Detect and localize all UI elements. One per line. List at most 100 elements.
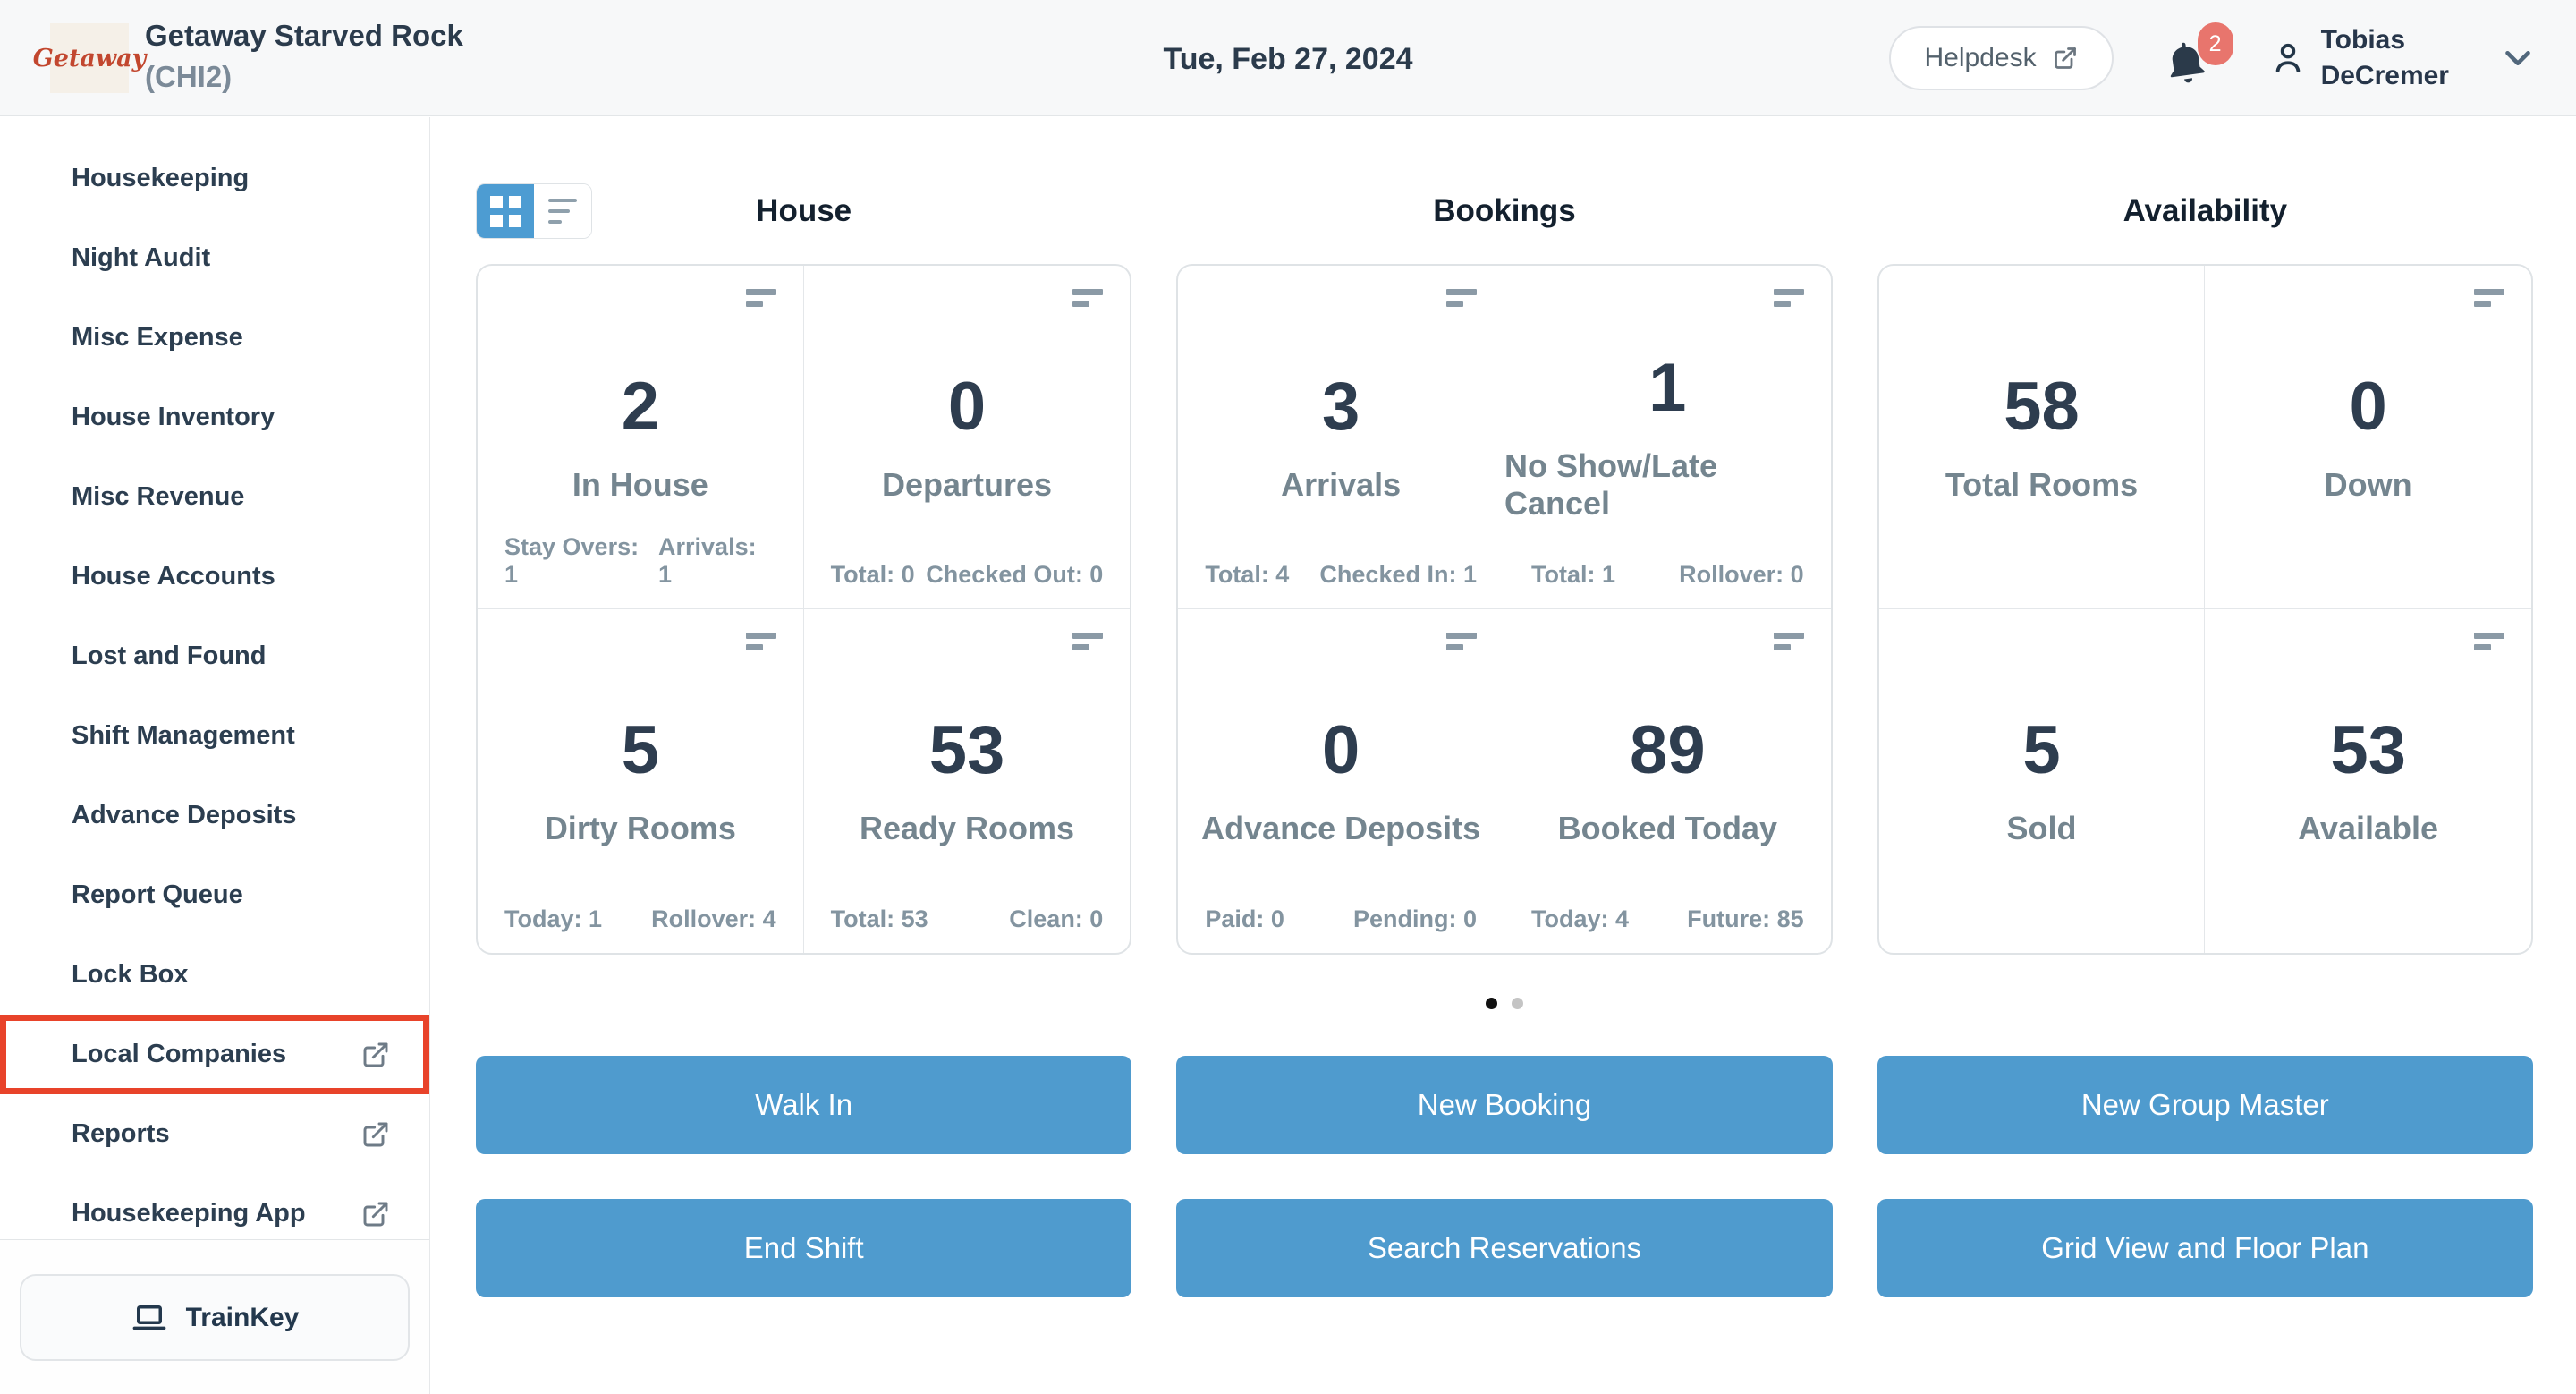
user-menu[interactable]: Tobias DeCremer [2269,22,2449,94]
stat-value: 1 [1648,349,1687,426]
sidebar-item-misc-expense[interactable]: Misc Expense [0,298,429,378]
sidebar-item-label: Misc Revenue [72,482,245,511]
stat-cell-arrivals[interactable]: 3 Arrivals Total: 4 Checked In: 1 [1178,266,1504,609]
user-last-name: DeCremer [2320,61,2449,90]
notifications-button[interactable]: 2 [2162,22,2233,90]
sidebar-item-label: Shift Management [72,721,295,750]
substat-left: Stay Overs: 1 [504,533,640,588]
section-title-house: House [756,193,852,228]
availability-card: 58 Total Rooms 0 Down 5 Sold 53 Availabl… [1877,264,2533,955]
sidebar-item-house-accounts[interactable]: House Accounts [0,537,429,616]
stat-substats: Total: 53 Clean: 0 [831,905,1104,933]
substat-left: Total: 1 [1530,561,1615,588]
sidebar-item-lock-box[interactable]: Lock Box [0,935,429,1015]
stat-cards: 2 In House Stay Overs: 1 Arrivals: 1 0 D… [476,264,2533,955]
stat-label: Departures [881,465,1053,503]
stat-cell-sold[interactable]: 5 Sold [1879,609,2206,953]
trainkey-button[interactable]: TrainKey [20,1274,410,1361]
stat-value: 53 [928,712,1005,788]
sidebar-item-local-companies[interactable]: Local Companies [0,1015,429,1094]
stat-cell-total-rooms[interactable]: 58 Total Rooms [1878,266,2206,609]
sidebar-item-night-audit[interactable]: Night Audit [0,218,429,298]
sidebar-item-reports[interactable]: Reports [0,1094,429,1174]
substat-left: Total: 4 [1205,561,1290,588]
bookings-card: 3 Arrivals Total: 4 Checked In: 1 1 No S… [1176,264,1833,955]
sidebar-item-advance-deposits[interactable]: Advance Deposits [0,776,429,855]
external-link-icon [2053,46,2078,71]
chevron-down-icon[interactable] [2497,38,2538,79]
pagination-dots [476,998,2533,1009]
notification-count-badge: 2 [2197,22,2233,65]
sidebar-item-label: Night Audit [72,243,211,272]
stat-substats: Paid: 0 Pending: 0 [1205,905,1477,933]
section-titles: House Bookings Availability [476,183,2533,239]
stat-label: Total Rooms [1945,465,2139,503]
stat-cell-booked-today[interactable]: 89 Booked Today Today: 4 Future: 85 [1504,609,1831,953]
end-shift-button[interactable]: End Shift [476,1199,1132,1297]
stat-cell-ready-rooms[interactable]: 53 Ready Rooms Total: 53 Clean: 0 [804,609,1131,953]
stat-cell-departures[interactable]: 0 Departures Total: 0 Checked Out: 0 [803,266,1131,609]
current-date: Tue, Feb 27, 2024 [1163,42,1413,76]
stat-value: 58 [2004,368,2080,445]
substat-right: Rollover: 0 [1679,561,1804,588]
stat-value: 5 [2022,712,2061,788]
sidebar-item-housekeeping-app[interactable]: Housekeeping App [0,1174,429,1254]
stat-cell-dirty-rooms[interactable]: 5 Dirty Rooms Today: 1 Rollover: 4 [478,609,804,953]
sidebar-item-label: House Accounts [72,562,275,591]
stat-cell-advance-deposits[interactable]: 0 Advance Deposits Paid: 0 Pending: 0 [1178,609,1504,953]
stats-bars-icon [1445,633,1477,650]
stat-label: Advance Deposits [1201,810,1481,846]
search-reservations-button[interactable]: Search Reservations [1176,1199,1833,1297]
stats-bars-icon [1445,289,1477,307]
stats-bars-icon [1072,289,1104,307]
sidebar-footer: TrainKey [0,1239,429,1394]
stat-value: 0 [1322,712,1360,788]
stat-label: No Show/Late Cancel [1504,446,1717,522]
stats-bars-icon [745,289,776,307]
grid-icon [489,195,521,227]
new-group-master-button[interactable]: New Group Master [1877,1056,2533,1154]
sidebar-item-report-queue[interactable]: Report Queue [0,855,429,935]
sidebar-item-label: Housekeeping [72,164,250,192]
pagination-dot[interactable] [1512,998,1523,1009]
stat-label: Available [2298,810,2439,846]
sidebar-item-shift-management[interactable]: Shift Management [0,696,429,776]
new-booking-button[interactable]: New Booking [1176,1056,1833,1154]
substat-right: Pending: 0 [1352,905,1477,932]
helpdesk-label: Helpdesk [1924,43,2037,72]
stat-value: 3 [1322,368,1360,445]
user-name: Tobias DeCremer [2321,22,2449,94]
sidebar-item-lost-and-found[interactable]: Lost and Found [0,616,429,696]
substat-left: Today: 4 [1530,905,1629,932]
substat-left: Total: 0 [830,561,915,588]
stat-cell-no-show[interactable]: 1 No Show/Late Cancel Total: 1 Rollover:… [1504,266,1831,609]
sidebar-item-label: Report Queue [72,880,243,909]
sidebar-item-house-inventory[interactable]: House Inventory [0,378,429,457]
grid-view-floor-plan-button[interactable]: Grid View and Floor Plan [1877,1199,2533,1297]
stat-cell-down[interactable]: 0 Down [2205,266,2531,609]
stat-substats: Today: 4 Future: 85 [1531,905,1804,933]
stat-value: 0 [947,368,987,445]
sidebar-item-label: Advance Deposits [72,801,297,829]
action-buttons: Walk In New Booking New Group Master End… [476,1056,2533,1297]
stat-cell-available[interactable]: 53 Available [2205,609,2531,953]
user-first-name: Tobias [2320,25,2406,55]
substat-left: Total: 53 [830,905,928,932]
helpdesk-button[interactable]: Helpdesk [1888,26,2114,90]
grid-view-button[interactable] [477,184,534,238]
trainkey-label: TrainKey [185,1302,300,1332]
substat-left: Paid: 0 [1205,905,1284,932]
sidebar-item-label: Lock Box [72,960,189,989]
stat-substats: Stay Overs: 1 Arrivals: 1 [504,533,776,589]
pagination-dot[interactable] [1486,998,1497,1009]
sidebar-item-misc-revenue[interactable]: Misc Revenue [0,457,429,537]
list-view-button[interactable] [534,184,591,238]
walk-in-button[interactable]: Walk In [476,1056,1132,1154]
sidebar-item-label: Misc Expense [72,323,243,352]
header-actions: Helpdesk 2 [1888,0,2539,116]
sidebar-item-housekeeping[interactable]: Housekeeping [0,139,429,218]
external-link-icon [361,1120,390,1149]
brand-logo-text: Getaway [32,44,147,72]
house-card: 2 In House Stay Overs: 1 Arrivals: 1 0 D… [476,264,1132,955]
stat-cell-in-house[interactable]: 2 In House Stay Overs: 1 Arrivals: 1 [478,266,804,609]
